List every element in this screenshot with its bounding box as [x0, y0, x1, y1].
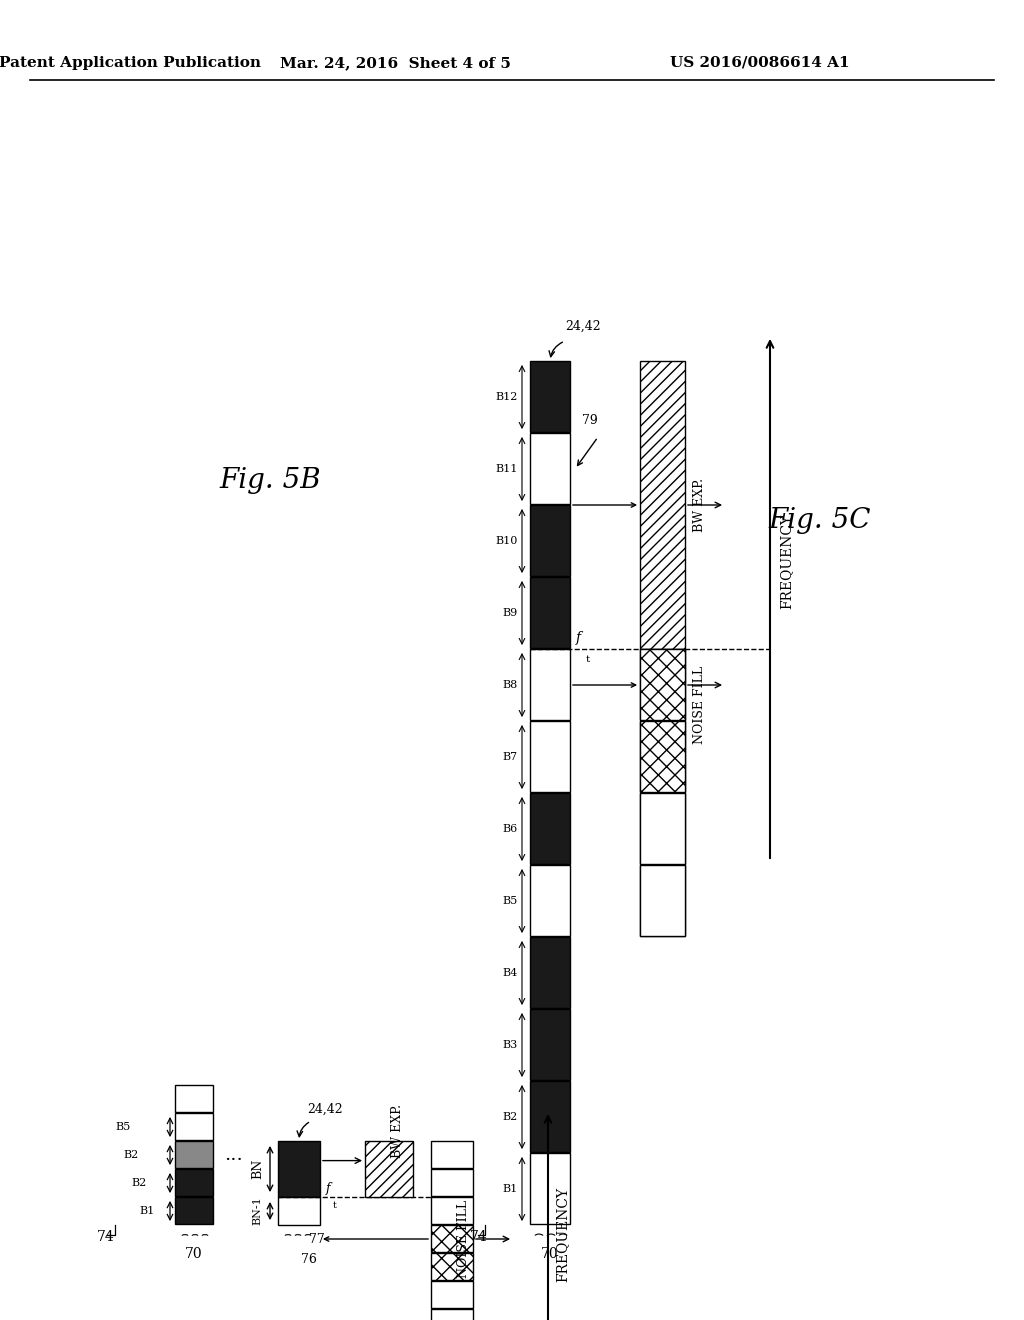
Text: 24,42: 24,42 — [565, 319, 601, 333]
Bar — [278, 1197, 319, 1225]
Bar — [530, 721, 570, 792]
Text: B7: B7 — [503, 752, 518, 762]
Bar — [175, 1085, 213, 1111]
Text: B11: B11 — [496, 465, 518, 474]
Text: Fig. 5C: Fig. 5C — [769, 507, 871, 533]
Bar — [530, 1008, 570, 1080]
Text: B3: B3 — [503, 1040, 518, 1049]
Bar — [640, 360, 685, 649]
Text: FREQUENCY: FREQUENCY — [779, 513, 793, 609]
Text: FREQUENCY: FREQUENCY — [555, 1187, 569, 1282]
Text: NOISE FILL: NOISE FILL — [693, 665, 706, 744]
Bar — [640, 649, 685, 719]
Bar — [431, 1225, 473, 1251]
Bar — [365, 1140, 413, 1197]
Text: B2: B2 — [124, 1150, 139, 1160]
Text: 74: 74 — [97, 1230, 115, 1243]
Text: B1: B1 — [503, 1184, 518, 1195]
Bar — [530, 360, 570, 432]
Bar — [530, 506, 570, 576]
Text: t: t — [586, 655, 590, 664]
Text: ...: ... — [223, 1146, 243, 1164]
Bar — [640, 865, 685, 936]
Bar — [640, 649, 685, 719]
Text: B10: B10 — [496, 536, 518, 546]
Text: 74: 74 — [470, 1230, 487, 1243]
Text: B2: B2 — [132, 1177, 147, 1188]
Bar — [640, 865, 685, 936]
Bar — [431, 1309, 473, 1320]
Text: BW EXP.: BW EXP. — [693, 478, 706, 532]
Bar — [175, 1140, 213, 1168]
Text: f: f — [326, 1181, 331, 1195]
Text: B4: B4 — [503, 968, 518, 978]
Bar — [530, 1081, 570, 1152]
Bar — [175, 1113, 213, 1140]
Text: BN-1: BN-1 — [252, 1197, 262, 1225]
Bar — [640, 793, 685, 865]
Bar — [640, 793, 685, 865]
Bar — [640, 721, 685, 792]
Bar — [431, 1170, 473, 1196]
Bar — [530, 649, 570, 719]
Bar — [431, 1140, 473, 1168]
Text: B6: B6 — [503, 824, 518, 834]
Text: 24,42: 24,42 — [307, 1102, 343, 1115]
Text: t: t — [333, 1201, 337, 1210]
Text: Mar. 24, 2016  Sheet 4 of 5: Mar. 24, 2016 Sheet 4 of 5 — [280, 55, 510, 70]
Bar — [431, 1197, 473, 1224]
Bar — [431, 1280, 473, 1308]
Text: 76: 76 — [301, 1253, 316, 1266]
Text: NOISE FILL: NOISE FILL — [457, 1200, 470, 1278]
Bar — [175, 1170, 213, 1196]
Text: 70: 70 — [185, 1247, 203, 1261]
Text: B1: B1 — [139, 1206, 155, 1216]
Text: 70: 70 — [542, 1247, 559, 1261]
Text: B5: B5 — [503, 896, 518, 906]
Text: 77: 77 — [309, 1233, 325, 1246]
Text: BN: BN — [251, 1159, 264, 1179]
Text: B9: B9 — [503, 609, 518, 618]
Bar — [530, 433, 570, 504]
Bar — [530, 793, 570, 865]
Text: Fig. 5B: Fig. 5B — [219, 466, 321, 494]
Text: US 2016/0086614 A1: US 2016/0086614 A1 — [670, 55, 850, 70]
Bar — [530, 937, 570, 1008]
Text: f: f — [575, 631, 582, 645]
Bar — [530, 1152, 570, 1224]
Bar — [530, 577, 570, 648]
Text: B5: B5 — [116, 1122, 131, 1133]
Bar — [175, 1197, 213, 1224]
Bar — [530, 865, 570, 936]
Text: 79: 79 — [582, 414, 598, 426]
Text: B12: B12 — [496, 392, 518, 403]
Text: BW EXP.: BW EXP. — [391, 1104, 404, 1158]
Text: Patent Application Publication: Patent Application Publication — [0, 55, 261, 70]
Text: B8: B8 — [503, 680, 518, 690]
Bar — [431, 1253, 473, 1280]
Bar — [640, 721, 685, 792]
Bar — [278, 1140, 319, 1197]
Text: B2: B2 — [503, 1111, 518, 1122]
